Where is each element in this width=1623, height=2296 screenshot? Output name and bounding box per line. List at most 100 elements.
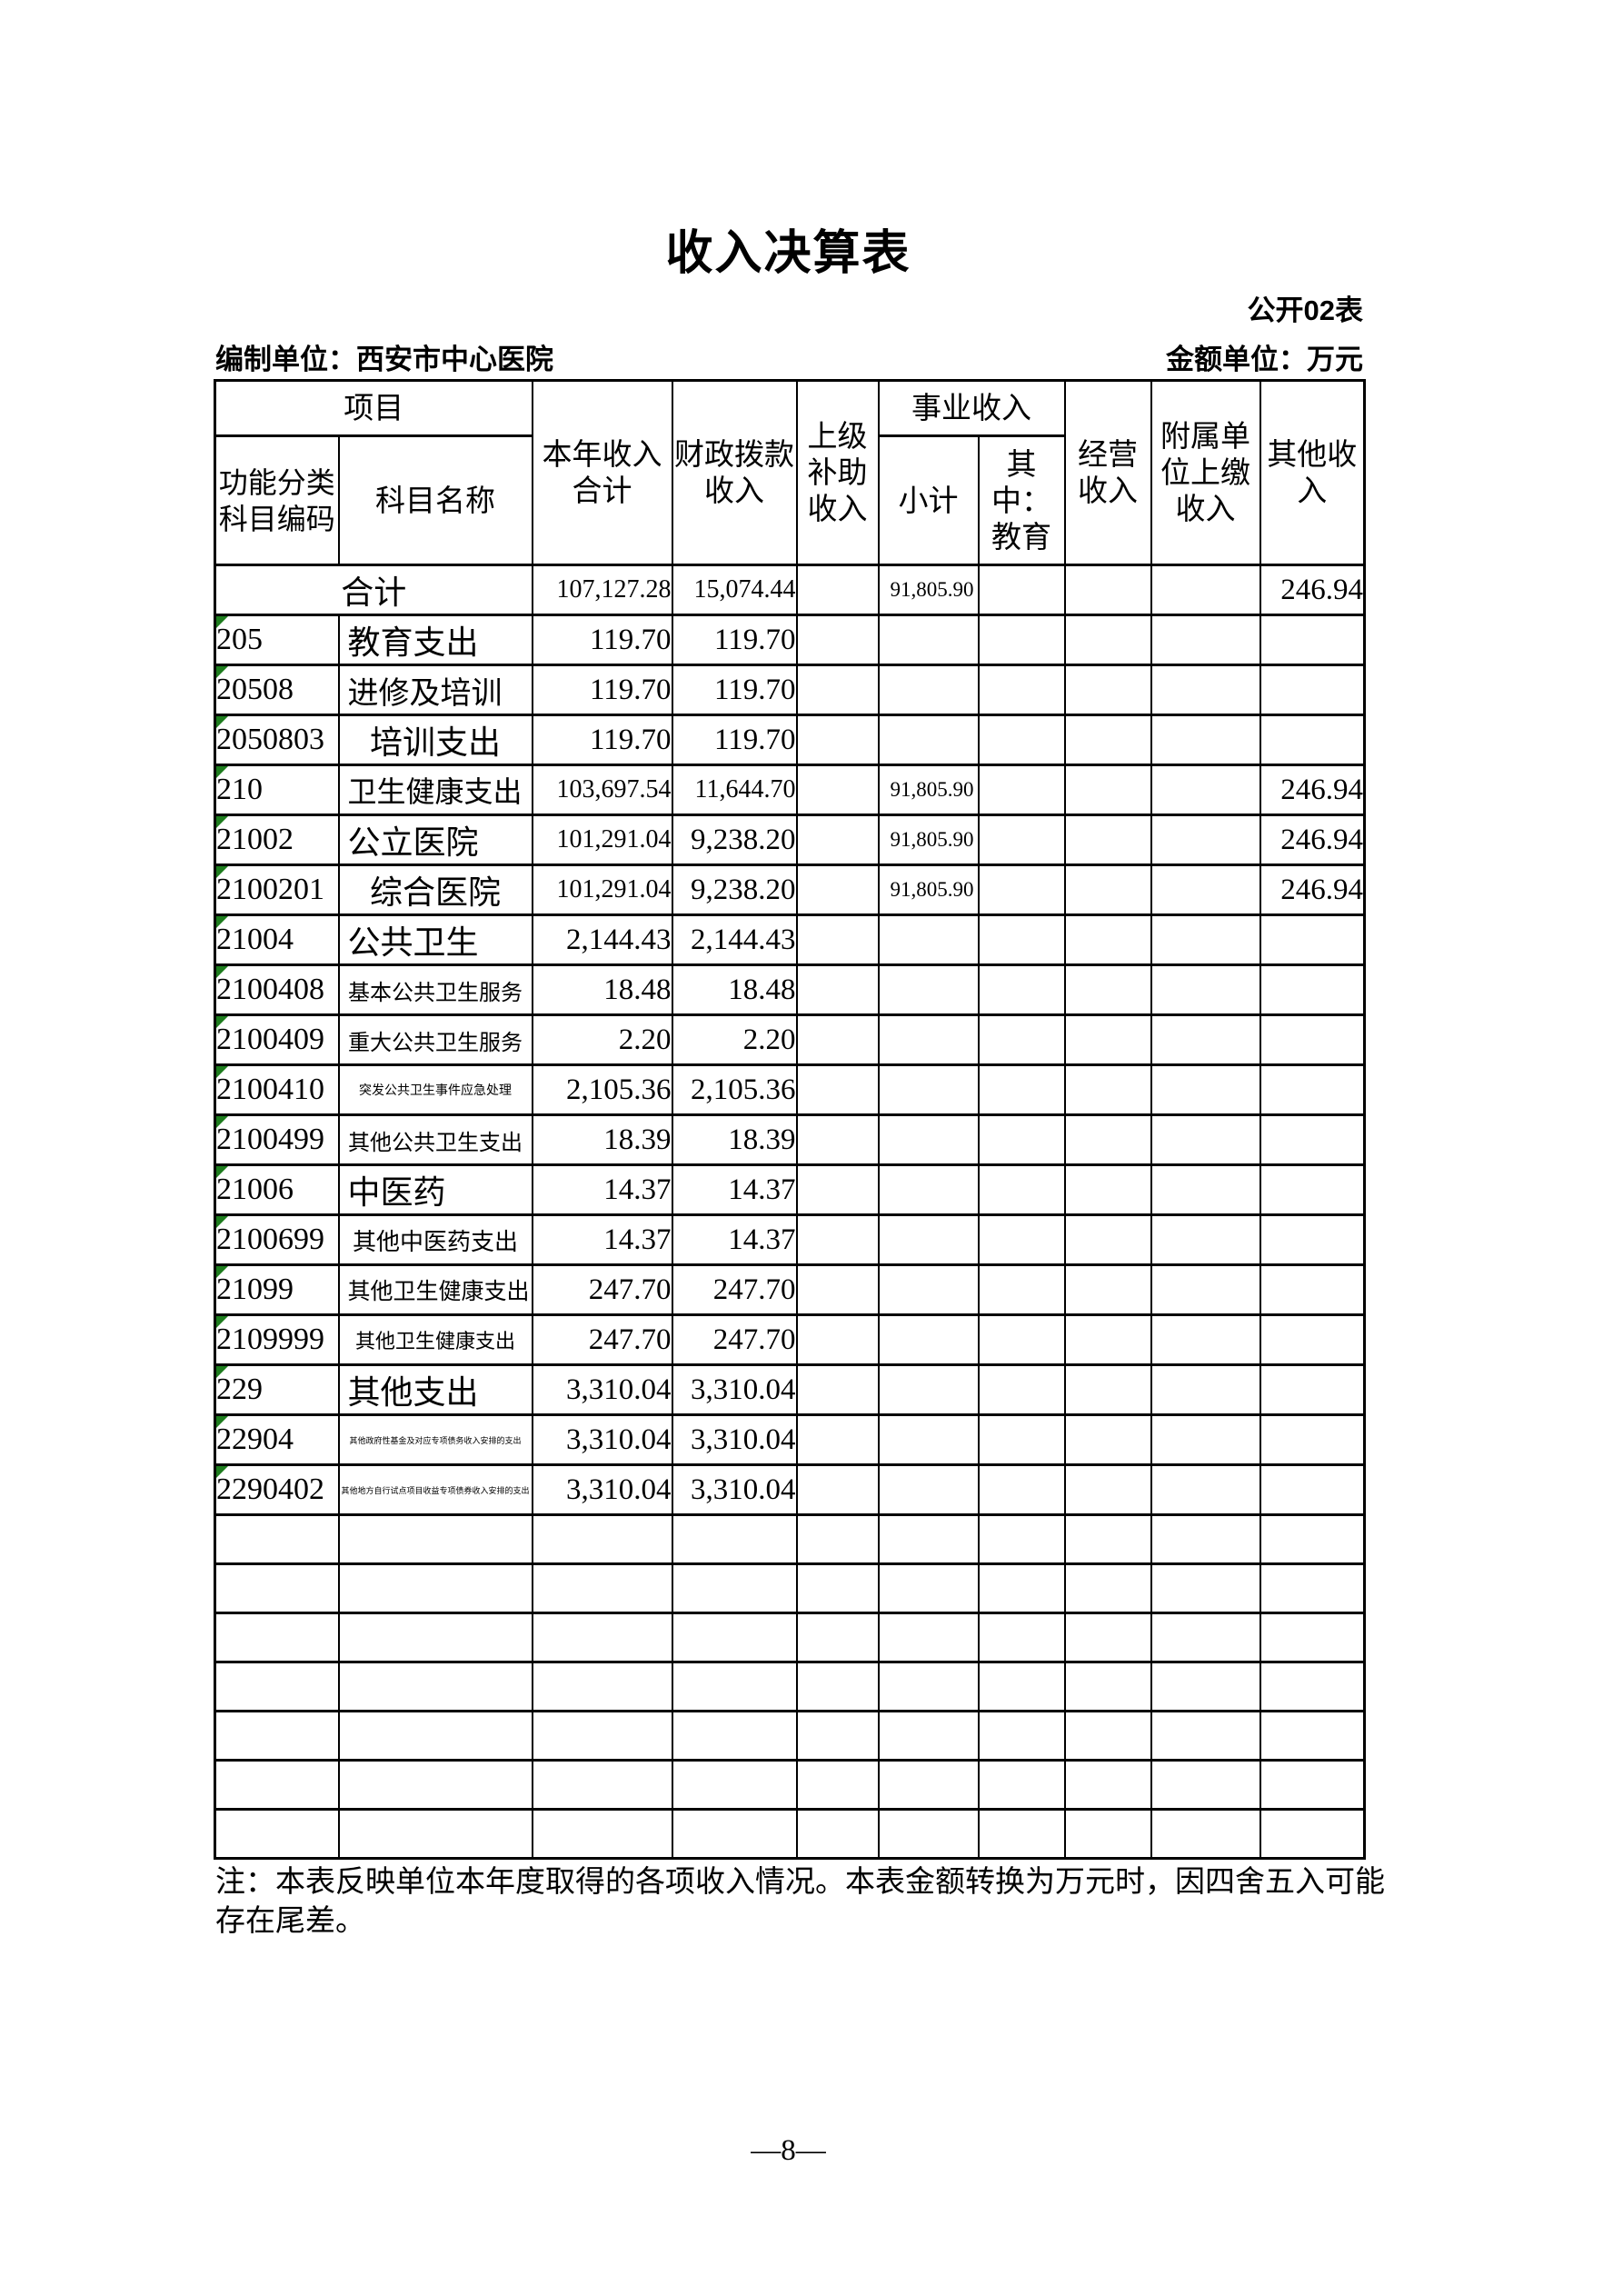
value-cell (977, 614, 1066, 666)
subject-name-cell: 基本公共卫生服务 (337, 963, 533, 1016)
value-cell (1259, 664, 1366, 716)
empty-cell (337, 1759, 533, 1811)
org-label: 编制单位：西安市中心医院 (215, 344, 553, 375)
value-cell (977, 1313, 1066, 1366)
empty-cell (877, 1612, 980, 1663)
value-cell: 11,644.70 (671, 764, 798, 816)
value-cell (795, 863, 880, 916)
table-row: 21006 中医药 14.37 14.37 (214, 1163, 1366, 1216)
function-code-cell: 2050803 (214, 714, 340, 766)
subject-name-cell: 其他卫生健康支出 (337, 1313, 533, 1366)
excel-flag-triangle-icon (216, 1017, 228, 1028)
header-business-income: 事业收入 (877, 379, 1066, 437)
empty-cell (671, 1710, 798, 1762)
subject-name-cell: 公立医院 (337, 814, 533, 866)
value-cell (795, 664, 880, 716)
table-note: 注：本表反映单位本年度取得的各项收入情况。本表金额转换为万元时，因四舍五入可能 … (215, 1863, 1397, 1942)
value-cell: 246.94 (1259, 863, 1366, 916)
function-code-cell: 22904 (214, 1413, 340, 1466)
table-row: 2100201 综合医院 101,291.04 9,238.20 91,805.90 24… (214, 863, 1366, 916)
value-cell: 119.70 (531, 664, 673, 716)
total-row-label: 合计 (214, 564, 533, 616)
value-cell (795, 814, 880, 866)
value-cell (1063, 564, 1152, 616)
value-cell: 3,310.04 (671, 1463, 798, 1516)
subject-name-cell: 重大公共卫生服务 (337, 1013, 533, 1066)
empty-cell (1259, 1661, 1366, 1712)
empty-cell (1063, 1808, 1152, 1860)
empty-cell (977, 1513, 1066, 1565)
empty-cell (531, 1710, 673, 1762)
value-cell (877, 1263, 980, 1316)
value-cell (977, 564, 1066, 616)
excel-flag-triangle-icon (216, 717, 228, 728)
table-row: 20508 进修及培训 119.70 119.70 (214, 664, 1366, 716)
value-cell: 119.70 (671, 614, 798, 666)
empty-cell (795, 1612, 880, 1663)
table-row: 22904 其他政府性基金及对应专项债务收入安排的支出 3,310.04 3,310.… (214, 1413, 1366, 1466)
empty-cell (977, 1808, 1066, 1860)
value-cell (1259, 1163, 1366, 1216)
value-cell: 119.70 (671, 714, 798, 766)
excel-flag-triangle-icon (216, 1267, 228, 1278)
function-code-cell: 20508 (214, 664, 340, 716)
empty-cell (1150, 1759, 1261, 1811)
value-cell (877, 1113, 980, 1166)
income-final-accounts-table: 项目 本年收入合计 财政拨款收入 上级补助收入 事业收入 经营收入 附属单位上缴… (214, 379, 1366, 1860)
header-subject-name: 科目名称 (337, 434, 533, 566)
value-cell: 119.70 (531, 614, 673, 666)
empty-cell (214, 1808, 340, 1860)
value-cell (977, 714, 1066, 766)
empty-row (214, 1661, 1366, 1712)
value-cell (977, 1263, 1066, 1316)
table-row: 2100409 重大公共卫生服务 2.20 2.20 (214, 1013, 1366, 1066)
meta-row: 编制单位：西安市中心医院 金额单位：万元 (215, 336, 1363, 377)
empty-cell (531, 1513, 673, 1565)
value-cell: 3,310.04 (531, 1363, 673, 1416)
value-cell (1063, 714, 1152, 766)
function-code-cell: 2100201 (214, 863, 340, 916)
header-affiliated-remit: 附属单位上缴收入 (1150, 379, 1261, 566)
subject-name-cell: 培训支出 (337, 714, 533, 766)
value-cell (1259, 714, 1366, 766)
value-cell (1063, 1113, 1152, 1166)
value-cell: 107,127.28 (531, 564, 673, 616)
empty-cell (1259, 1562, 1366, 1614)
value-cell: 91,805.90 (877, 764, 980, 816)
value-cell (977, 1113, 1066, 1166)
value-cell (1063, 814, 1152, 866)
value-cell: 9,238.20 (671, 814, 798, 866)
value-cell (1259, 1113, 1366, 1166)
value-cell (877, 963, 980, 1016)
value-cell (1150, 1363, 1261, 1416)
empty-cell (1150, 1661, 1261, 1712)
empty-cell (531, 1661, 673, 1712)
empty-cell (671, 1562, 798, 1614)
value-cell: 247.70 (531, 1263, 673, 1316)
empty-cell (877, 1759, 980, 1811)
value-cell (1063, 863, 1152, 916)
value-cell (795, 963, 880, 1016)
empty-cell (1063, 1562, 1152, 1614)
value-cell: 18.39 (671, 1113, 798, 1166)
empty-cell (795, 1808, 880, 1860)
value-cell: 15,074.44 (671, 564, 798, 616)
value-cell (1063, 1463, 1152, 1516)
value-cell (1259, 913, 1366, 966)
total-row: 合计 107,127.28 15,074.44 91,805.90 246.94 (214, 564, 1366, 616)
value-cell (977, 1013, 1066, 1066)
table-row: 2100499 其他公共卫生支出 18.39 18.39 (214, 1113, 1366, 1166)
value-cell: 2,144.43 (531, 913, 673, 966)
value-cell: 2,144.43 (671, 913, 798, 966)
empty-cell (977, 1710, 1066, 1762)
table-row: 210 卫生健康支出 103,697.54 11,644.70 91,805.90 246… (214, 764, 1366, 816)
value-cell (1150, 814, 1261, 866)
subject-name-cell: 其他公共卫生支出 (337, 1113, 533, 1166)
value-cell: 246.94 (1259, 764, 1366, 816)
empty-cell (214, 1612, 340, 1663)
subject-name-cell: 其他地方自行试点项目收益专项债券收入安排的支出 (337, 1463, 533, 1516)
page-number: —8— (751, 2134, 826, 2167)
value-cell (1150, 1113, 1261, 1166)
table-row: 2100410 突发公共卫生事件应急处理 2,105.36 2,105.36 (214, 1063, 1366, 1116)
table-row: 2109999 其他卫生健康支出 247.70 247.70 (214, 1313, 1366, 1366)
